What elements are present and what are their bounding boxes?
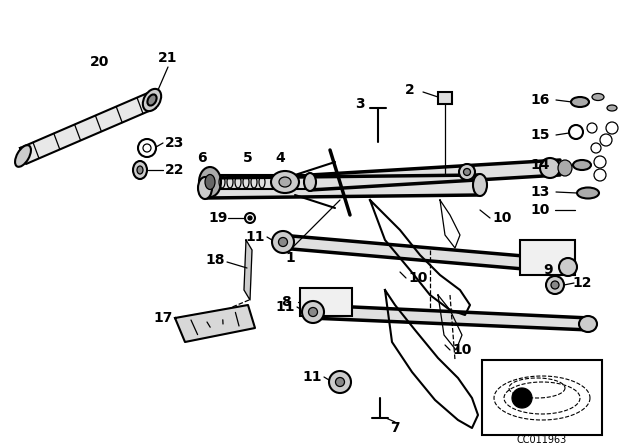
Text: 12: 12 <box>572 276 592 290</box>
Ellipse shape <box>147 95 157 106</box>
Text: 14: 14 <box>531 158 550 172</box>
Ellipse shape <box>546 276 564 294</box>
Ellipse shape <box>198 177 212 199</box>
Ellipse shape <box>579 316 597 332</box>
Text: 15: 15 <box>531 128 550 142</box>
Circle shape <box>512 388 532 408</box>
Text: 5: 5 <box>243 151 253 165</box>
Text: 16: 16 <box>531 93 550 107</box>
Text: 4: 4 <box>275 151 285 165</box>
Ellipse shape <box>304 173 316 191</box>
Ellipse shape <box>558 160 572 176</box>
Text: 3: 3 <box>355 97 365 111</box>
Ellipse shape <box>143 89 161 111</box>
Bar <box>520 240 575 275</box>
Bar <box>438 92 452 104</box>
Circle shape <box>248 216 252 220</box>
Text: 8: 8 <box>281 295 291 309</box>
Text: 10: 10 <box>492 211 512 225</box>
Ellipse shape <box>551 281 559 289</box>
Ellipse shape <box>133 161 147 179</box>
Text: 9: 9 <box>543 263 553 277</box>
Ellipse shape <box>463 168 470 176</box>
Text: 11: 11 <box>245 230 265 244</box>
Ellipse shape <box>592 94 604 100</box>
Ellipse shape <box>577 188 599 198</box>
Ellipse shape <box>199 167 221 197</box>
Polygon shape <box>280 235 570 273</box>
Ellipse shape <box>271 171 299 193</box>
Text: 22: 22 <box>165 163 185 177</box>
Text: 7: 7 <box>390 421 400 435</box>
Bar <box>300 288 352 316</box>
Text: 19: 19 <box>208 211 228 225</box>
Polygon shape <box>310 160 560 190</box>
Ellipse shape <box>15 145 31 167</box>
Ellipse shape <box>307 303 319 321</box>
Text: 20: 20 <box>90 55 109 69</box>
Text: 1: 1 <box>285 251 295 265</box>
Ellipse shape <box>276 233 288 251</box>
Text: 2: 2 <box>405 83 415 97</box>
Ellipse shape <box>137 166 143 174</box>
Ellipse shape <box>205 175 215 190</box>
Ellipse shape <box>302 301 324 323</box>
Ellipse shape <box>278 237 287 246</box>
Text: 10: 10 <box>531 203 550 217</box>
Ellipse shape <box>272 231 294 253</box>
Ellipse shape <box>459 164 475 180</box>
Ellipse shape <box>335 378 344 387</box>
Text: 17: 17 <box>154 311 173 325</box>
Text: 13: 13 <box>531 185 550 199</box>
Polygon shape <box>20 92 156 164</box>
Ellipse shape <box>573 160 591 170</box>
Text: 11: 11 <box>275 300 295 314</box>
Ellipse shape <box>279 177 291 187</box>
Ellipse shape <box>329 371 351 393</box>
Text: 18: 18 <box>205 253 225 267</box>
Polygon shape <box>244 240 252 300</box>
Text: 23: 23 <box>165 136 185 150</box>
Polygon shape <box>310 305 590 330</box>
Ellipse shape <box>473 174 487 196</box>
Text: CC011963: CC011963 <box>517 435 567 445</box>
Polygon shape <box>205 175 480 198</box>
Ellipse shape <box>308 307 317 316</box>
Ellipse shape <box>559 258 577 276</box>
Text: 10: 10 <box>452 343 472 357</box>
Text: 6: 6 <box>197 151 207 165</box>
Text: 11: 11 <box>302 370 322 384</box>
Ellipse shape <box>540 158 560 178</box>
Ellipse shape <box>607 105 617 111</box>
Text: 21: 21 <box>158 51 178 65</box>
Bar <box>482 360 602 435</box>
Ellipse shape <box>571 97 589 107</box>
Polygon shape <box>175 305 255 342</box>
Text: 10: 10 <box>408 271 428 285</box>
